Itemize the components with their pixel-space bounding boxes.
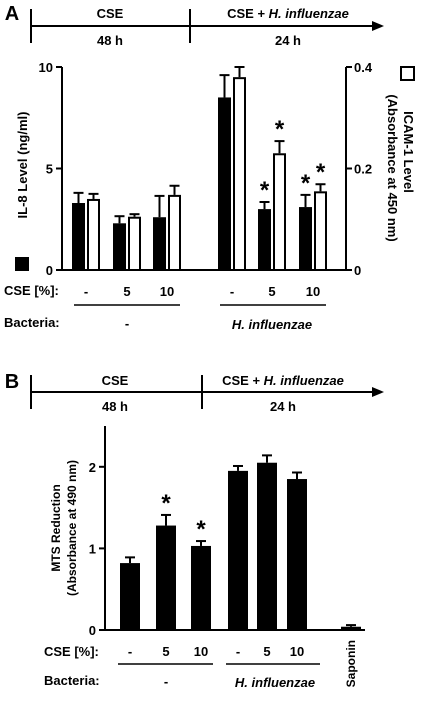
y-left-tick-label: 10 bbox=[39, 60, 53, 75]
row-label-cse: CSE [%]: bbox=[4, 283, 59, 298]
bar-saponin bbox=[341, 626, 361, 630]
category-label: - bbox=[128, 644, 132, 659]
row-label-cse: CSE [%]: bbox=[44, 644, 99, 659]
legend-open-swatch bbox=[400, 66, 415, 81]
legend-filled-swatch bbox=[15, 257, 29, 271]
timeline-phase-2-duration: 24 h bbox=[270, 399, 296, 414]
bar-icam1 bbox=[168, 194, 181, 271]
y-axis-label-left: IL-8 Level (ng/ml) bbox=[15, 112, 30, 219]
significance-asterisk: * bbox=[196, 516, 206, 543]
category-label: - bbox=[84, 284, 88, 299]
category-label: 10 bbox=[290, 644, 304, 659]
bar-il8 bbox=[72, 203, 85, 270]
category-label: 5 bbox=[268, 284, 275, 299]
timeline-phase-2-organism: H. influenzae bbox=[269, 6, 349, 21]
category-label: 5 bbox=[162, 644, 169, 659]
category-label: - bbox=[236, 644, 240, 659]
timeline-phase-2-duration: 24 h bbox=[275, 33, 301, 48]
bar-mts bbox=[191, 545, 211, 630]
category-label: 10 bbox=[160, 284, 174, 299]
category-label-saponin: Saponin bbox=[344, 640, 358, 687]
panel-a: A CSE 48 h CSE + H. influenzae 24 h 0 5 10 0 0.2 0… bbox=[4, 3, 416, 332]
bar-mts bbox=[156, 525, 176, 630]
y-axis-label-line2: (Absorbance at 490 nm) bbox=[65, 460, 79, 596]
panel-label: B bbox=[5, 371, 19, 393]
bar-icam1 bbox=[128, 216, 141, 271]
bar-mts bbox=[120, 563, 140, 630]
y-right-tick-label: 0.4 bbox=[354, 60, 373, 75]
significance-asterisk: * bbox=[161, 490, 171, 517]
bar-icam1 bbox=[233, 77, 246, 272]
row-label-bacteria: Bacteria: bbox=[44, 673, 100, 688]
timeline-phase-1-label: CSE bbox=[102, 373, 129, 388]
y-right-tick-label: 0.2 bbox=[354, 162, 372, 177]
y-tick-label: 2 bbox=[89, 460, 96, 475]
group-label-no-bacteria: - bbox=[164, 674, 168, 689]
y-axis-label: MTS Reduction bbox=[49, 484, 63, 571]
timeline-phase-1-duration: 48 h bbox=[97, 33, 123, 48]
bar-il8 bbox=[299, 207, 312, 270]
y-tick-label: 0 bbox=[89, 623, 96, 638]
significance-asterisk: * bbox=[301, 170, 311, 197]
timeline-phase-2-label: CSE + H. influenzae bbox=[222, 373, 344, 388]
timeline-arrowhead bbox=[372, 21, 384, 31]
bar-il8 bbox=[258, 209, 271, 270]
significance-asterisk: * bbox=[316, 159, 326, 186]
category-label: 5 bbox=[263, 644, 270, 659]
bar-il8 bbox=[113, 223, 126, 270]
group-label-h-influenzae: H. influenzae bbox=[235, 675, 315, 690]
y-right-tick-label: 0 bbox=[354, 263, 361, 278]
category-label: 10 bbox=[306, 284, 320, 299]
timeline-phase-2-prefix: CSE + bbox=[222, 373, 264, 388]
bar-il8 bbox=[153, 217, 166, 270]
timeline-phase-2-prefix: CSE + bbox=[227, 6, 269, 21]
timeline-phase-2-organism: H. influenzae bbox=[264, 373, 344, 388]
row-label-bacteria: Bacteria: bbox=[4, 315, 60, 330]
bar-icam1 bbox=[87, 198, 100, 271]
y-left-tick-label: 5 bbox=[46, 162, 53, 177]
y-left-tick-label: 0 bbox=[46, 263, 53, 278]
timeline-phase-2-label: CSE + H. influenzae bbox=[227, 6, 349, 21]
bar-icam1 bbox=[314, 191, 327, 271]
panel-label: A bbox=[5, 3, 19, 25]
group-label-h-influenzae: H. influenzae bbox=[232, 317, 312, 332]
y-axis-label-right-line2: (Absorbance at 450 nm) bbox=[385, 94, 400, 241]
bar-mts bbox=[257, 462, 277, 630]
significance-asterisk: * bbox=[275, 116, 285, 143]
bar-icam1 bbox=[273, 153, 286, 271]
bar-il8 bbox=[218, 97, 231, 270]
bar-mts bbox=[228, 470, 248, 630]
timeline-arrowhead bbox=[372, 387, 384, 397]
category-label: 5 bbox=[123, 284, 130, 299]
category-label: - bbox=[230, 284, 234, 299]
timeline-phase-1-label: CSE bbox=[97, 6, 124, 21]
y-axis-label-right: ICAM-1 Level bbox=[401, 111, 416, 193]
bar-mts bbox=[287, 479, 307, 630]
y-tick-label: 1 bbox=[89, 541, 96, 556]
timeline-phase-1-duration: 48 h bbox=[102, 399, 128, 414]
significance-asterisk: * bbox=[260, 177, 270, 204]
group-label-no-bacteria: - bbox=[125, 316, 129, 331]
panel-b: B CSE 48 h CSE + H. influenzae 24 h 0 1 2 MTS Re… bbox=[5, 371, 384, 690]
category-label: 10 bbox=[194, 644, 208, 659]
